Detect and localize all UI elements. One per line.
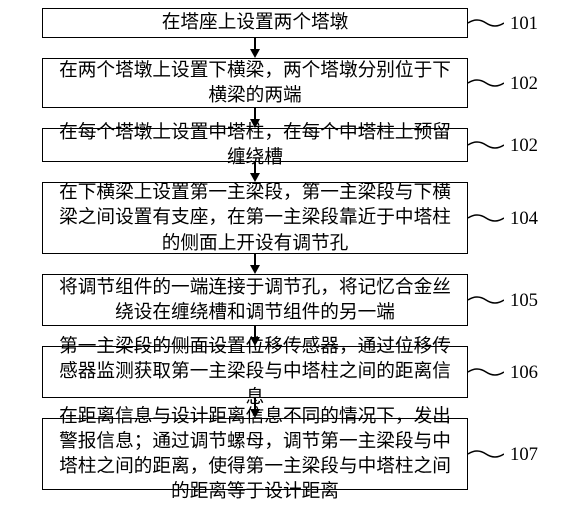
- flow-step-box: 在两个塔墩上设置下横梁，两个塔墩分别位于下横梁的两端: [42, 58, 468, 108]
- connector-tick: [468, 139, 504, 151]
- arrow-head-icon: [250, 49, 260, 58]
- flow-step-box: 将调节组件的一端连接于调节孔，将记忆合金丝绕设在缠绕槽和调节组件的另一端: [42, 274, 468, 326]
- flow-step-id: 107: [510, 444, 538, 466]
- flow-step-id: 102: [510, 73, 538, 95]
- connector-tick: [468, 448, 504, 460]
- flow-step-text: 将调节组件的一端连接于调节孔，将记忆合金丝绕设在缠绕槽和调节组件的另一端: [51, 275, 459, 325]
- arrow-head-icon: [250, 265, 260, 274]
- flow-step-box: 第一主梁段的侧面设置位移传感器，通过位移传感器监测获取第一主梁段与中塔柱之间的距…: [42, 346, 468, 398]
- flow-step-id: 101: [510, 13, 538, 35]
- flow-step-box: 在塔座上设置两个塔墩: [42, 8, 468, 38]
- flow-step-box: 在距离信息与设计距离信息不同的情况下，发出警报信息；通过调节螺母，调节第一主梁段…: [42, 418, 468, 490]
- flow-step-text: 在两个塔墩上设置下横梁，两个塔墩分别位于下横梁的两端: [51, 58, 459, 108]
- connector-tick: [468, 294, 504, 306]
- flow-step-box: 在下横梁上设置第一主梁段，第一主梁段与下横梁之间设置有支座，在第一主梁段靠近于中…: [42, 182, 468, 254]
- connector-tick: [468, 212, 504, 224]
- flow-step-text: 在下横梁上设置第一主梁段，第一主梁段与下横梁之间设置有支座，在第一主梁段靠近于中…: [51, 180, 459, 256]
- flow-step-id: 106: [510, 362, 538, 384]
- connector-tick: [468, 17, 504, 29]
- flow-step-text: 在距离信息与设计距离信息不同的情况下，发出警报信息；通过调节螺母，调节第一主梁段…: [51, 404, 459, 505]
- connector-tick: [468, 366, 504, 378]
- flow-step-box: 在每个塔墩上设置中塔柱，在每个中塔柱上预留缠绕槽: [42, 128, 468, 162]
- flow-step-id: 102: [510, 135, 538, 157]
- flow-step-text: 在塔座上设置两个塔墩: [162, 10, 349, 35]
- flow-step-id: 105: [510, 290, 538, 312]
- connector-tick: [468, 77, 504, 89]
- flow-step-id: 104: [510, 208, 538, 230]
